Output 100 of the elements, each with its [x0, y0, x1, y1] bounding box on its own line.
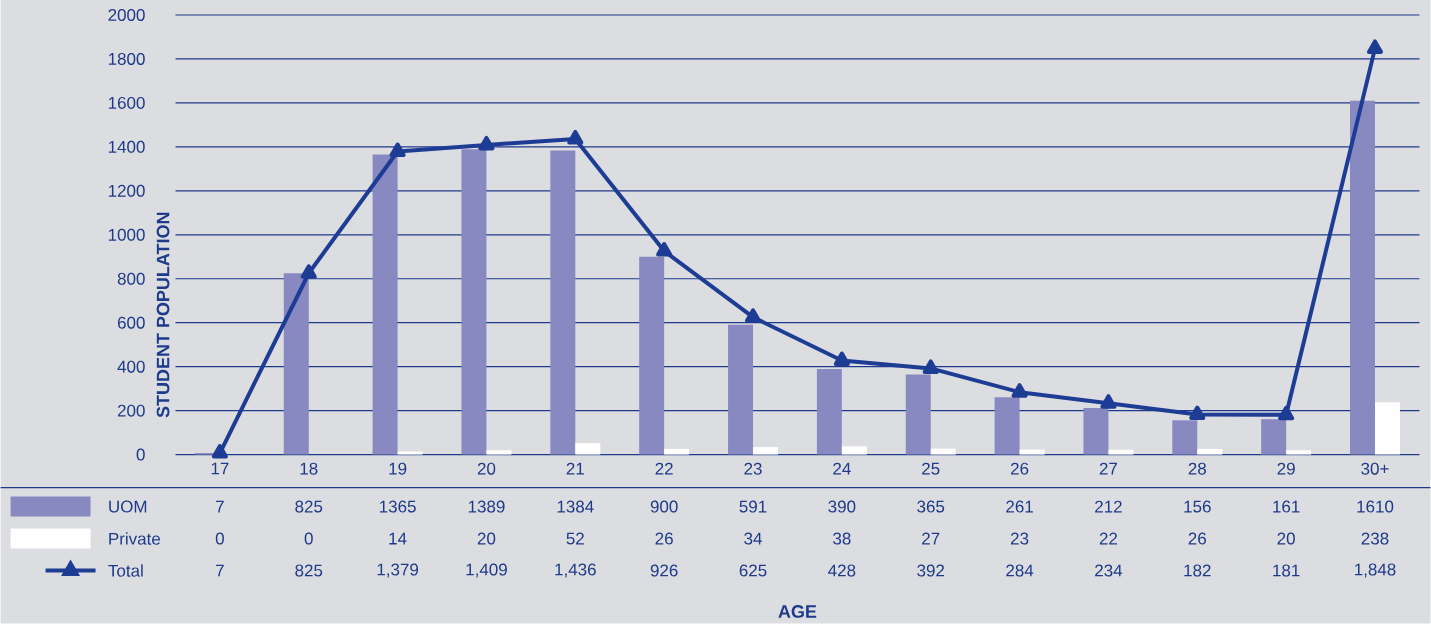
data-label: 38	[833, 532, 851, 545]
legend-label: UOM	[109, 500, 147, 513]
data-label: 365	[917, 500, 945, 513]
point	[567, 130, 584, 145]
bar	[372, 154, 398, 455]
bar	[639, 257, 665, 455]
x-tick-label: 29	[1277, 462, 1295, 475]
bar	[461, 149, 487, 455]
data-label: 591	[739, 500, 767, 513]
bar	[1108, 450, 1134, 455]
x-tick-label: 23	[744, 462, 762, 475]
bar	[550, 150, 576, 455]
bar	[728, 324, 754, 455]
data-label: 34	[744, 532, 762, 545]
data-label: 900	[650, 500, 678, 513]
point	[922, 359, 939, 375]
bar	[753, 447, 778, 455]
data-label: 1610	[1357, 500, 1394, 513]
bar	[486, 450, 512, 455]
x-tick-label: 21	[566, 462, 584, 475]
data-label: 1389	[468, 500, 505, 513]
data-label: 234	[1095, 564, 1123, 577]
x-tick-label: 26	[1010, 462, 1029, 475]
data-label: 625	[739, 564, 767, 577]
point	[478, 136, 495, 151]
data-label: 1,436	[555, 563, 596, 578]
point	[1189, 405, 1206, 421]
bar	[283, 273, 309, 455]
bar	[575, 443, 601, 455]
bar	[1083, 408, 1109, 455]
point	[1011, 383, 1028, 398]
data-label: 0	[215, 532, 224, 545]
y-tick-label: 200	[117, 404, 145, 417]
bar	[905, 374, 931, 455]
x-tick-label: 18	[300, 462, 318, 475]
x-tick-label: 17	[211, 462, 229, 475]
point	[833, 351, 850, 367]
data-label: 1384	[557, 500, 594, 513]
x-tick-label: 27	[1099, 462, 1118, 475]
y-tick-label: 0	[136, 448, 145, 461]
y-tick-label: 1800	[108, 53, 145, 66]
data-label: 1,409	[466, 563, 507, 578]
data-label: 7	[216, 500, 224, 513]
bar	[1286, 450, 1312, 455]
bar	[1374, 402, 1400, 455]
y-tick-label: 1600	[108, 97, 145, 110]
bar	[930, 448, 956, 455]
bar	[397, 451, 423, 455]
y-tick-label: 800	[117, 273, 145, 286]
y-tick-label: 2000	[108, 9, 145, 22]
bar	[1172, 420, 1198, 455]
point	[389, 142, 406, 158]
point	[1366, 39, 1384, 55]
data-label: 20	[1277, 532, 1295, 545]
x-tick-label: 22	[655, 462, 673, 475]
point	[300, 264, 317, 280]
data-label: 825	[295, 564, 323, 577]
data-label: 26	[1188, 532, 1206, 545]
data-label: 261	[1006, 500, 1033, 513]
y-tick-label: 1400	[108, 141, 145, 154]
point	[744, 308, 762, 323]
y-tick-label: 600	[117, 316, 145, 329]
x-tick-label: 28	[1188, 462, 1206, 475]
text: AGE	[778, 605, 817, 619]
bar	[1350, 100, 1375, 455]
y-tick-label: 400	[117, 360, 145, 373]
data-label: 1,379	[377, 563, 419, 578]
x-tick-label: 19	[389, 462, 407, 475]
data-label: 52	[566, 532, 584, 545]
data-label: 1365	[379, 500, 416, 513]
y-tick-label: 1000	[108, 229, 145, 242]
point	[1278, 406, 1295, 421]
bar	[1197, 449, 1223, 455]
bar	[1019, 449, 1045, 455]
data-label: 212	[1095, 500, 1122, 513]
x-tick-label: 30+	[1361, 462, 1389, 475]
y-axis-title: STUDENT POPULATION	[156, 212, 170, 418]
point	[211, 444, 228, 459]
bar	[664, 449, 690, 455]
data-label: 23	[1010, 532, 1029, 545]
data-label: 0	[304, 532, 313, 545]
data-label: 926	[650, 564, 678, 577]
data-label: 284	[1006, 564, 1034, 577]
x-tick-label: 25	[922, 462, 940, 475]
data-label: 428	[828, 564, 856, 577]
bar	[816, 369, 842, 455]
bar	[994, 397, 1020, 455]
data-label: 161	[1273, 500, 1300, 513]
point	[656, 242, 673, 257]
data-label: 7	[216, 564, 224, 577]
legend-label: Private	[109, 532, 161, 546]
data-label: 156	[1184, 500, 1211, 513]
data-label: 392	[917, 564, 945, 577]
data-label: 27	[922, 532, 940, 545]
bar	[1261, 419, 1287, 455]
data-label: 390	[828, 500, 856, 513]
x-tick-label: 20	[477, 462, 496, 475]
data-label: 182	[1184, 564, 1211, 577]
x-tick-label: 24	[833, 462, 851, 475]
data-label: 22	[1099, 532, 1118, 545]
